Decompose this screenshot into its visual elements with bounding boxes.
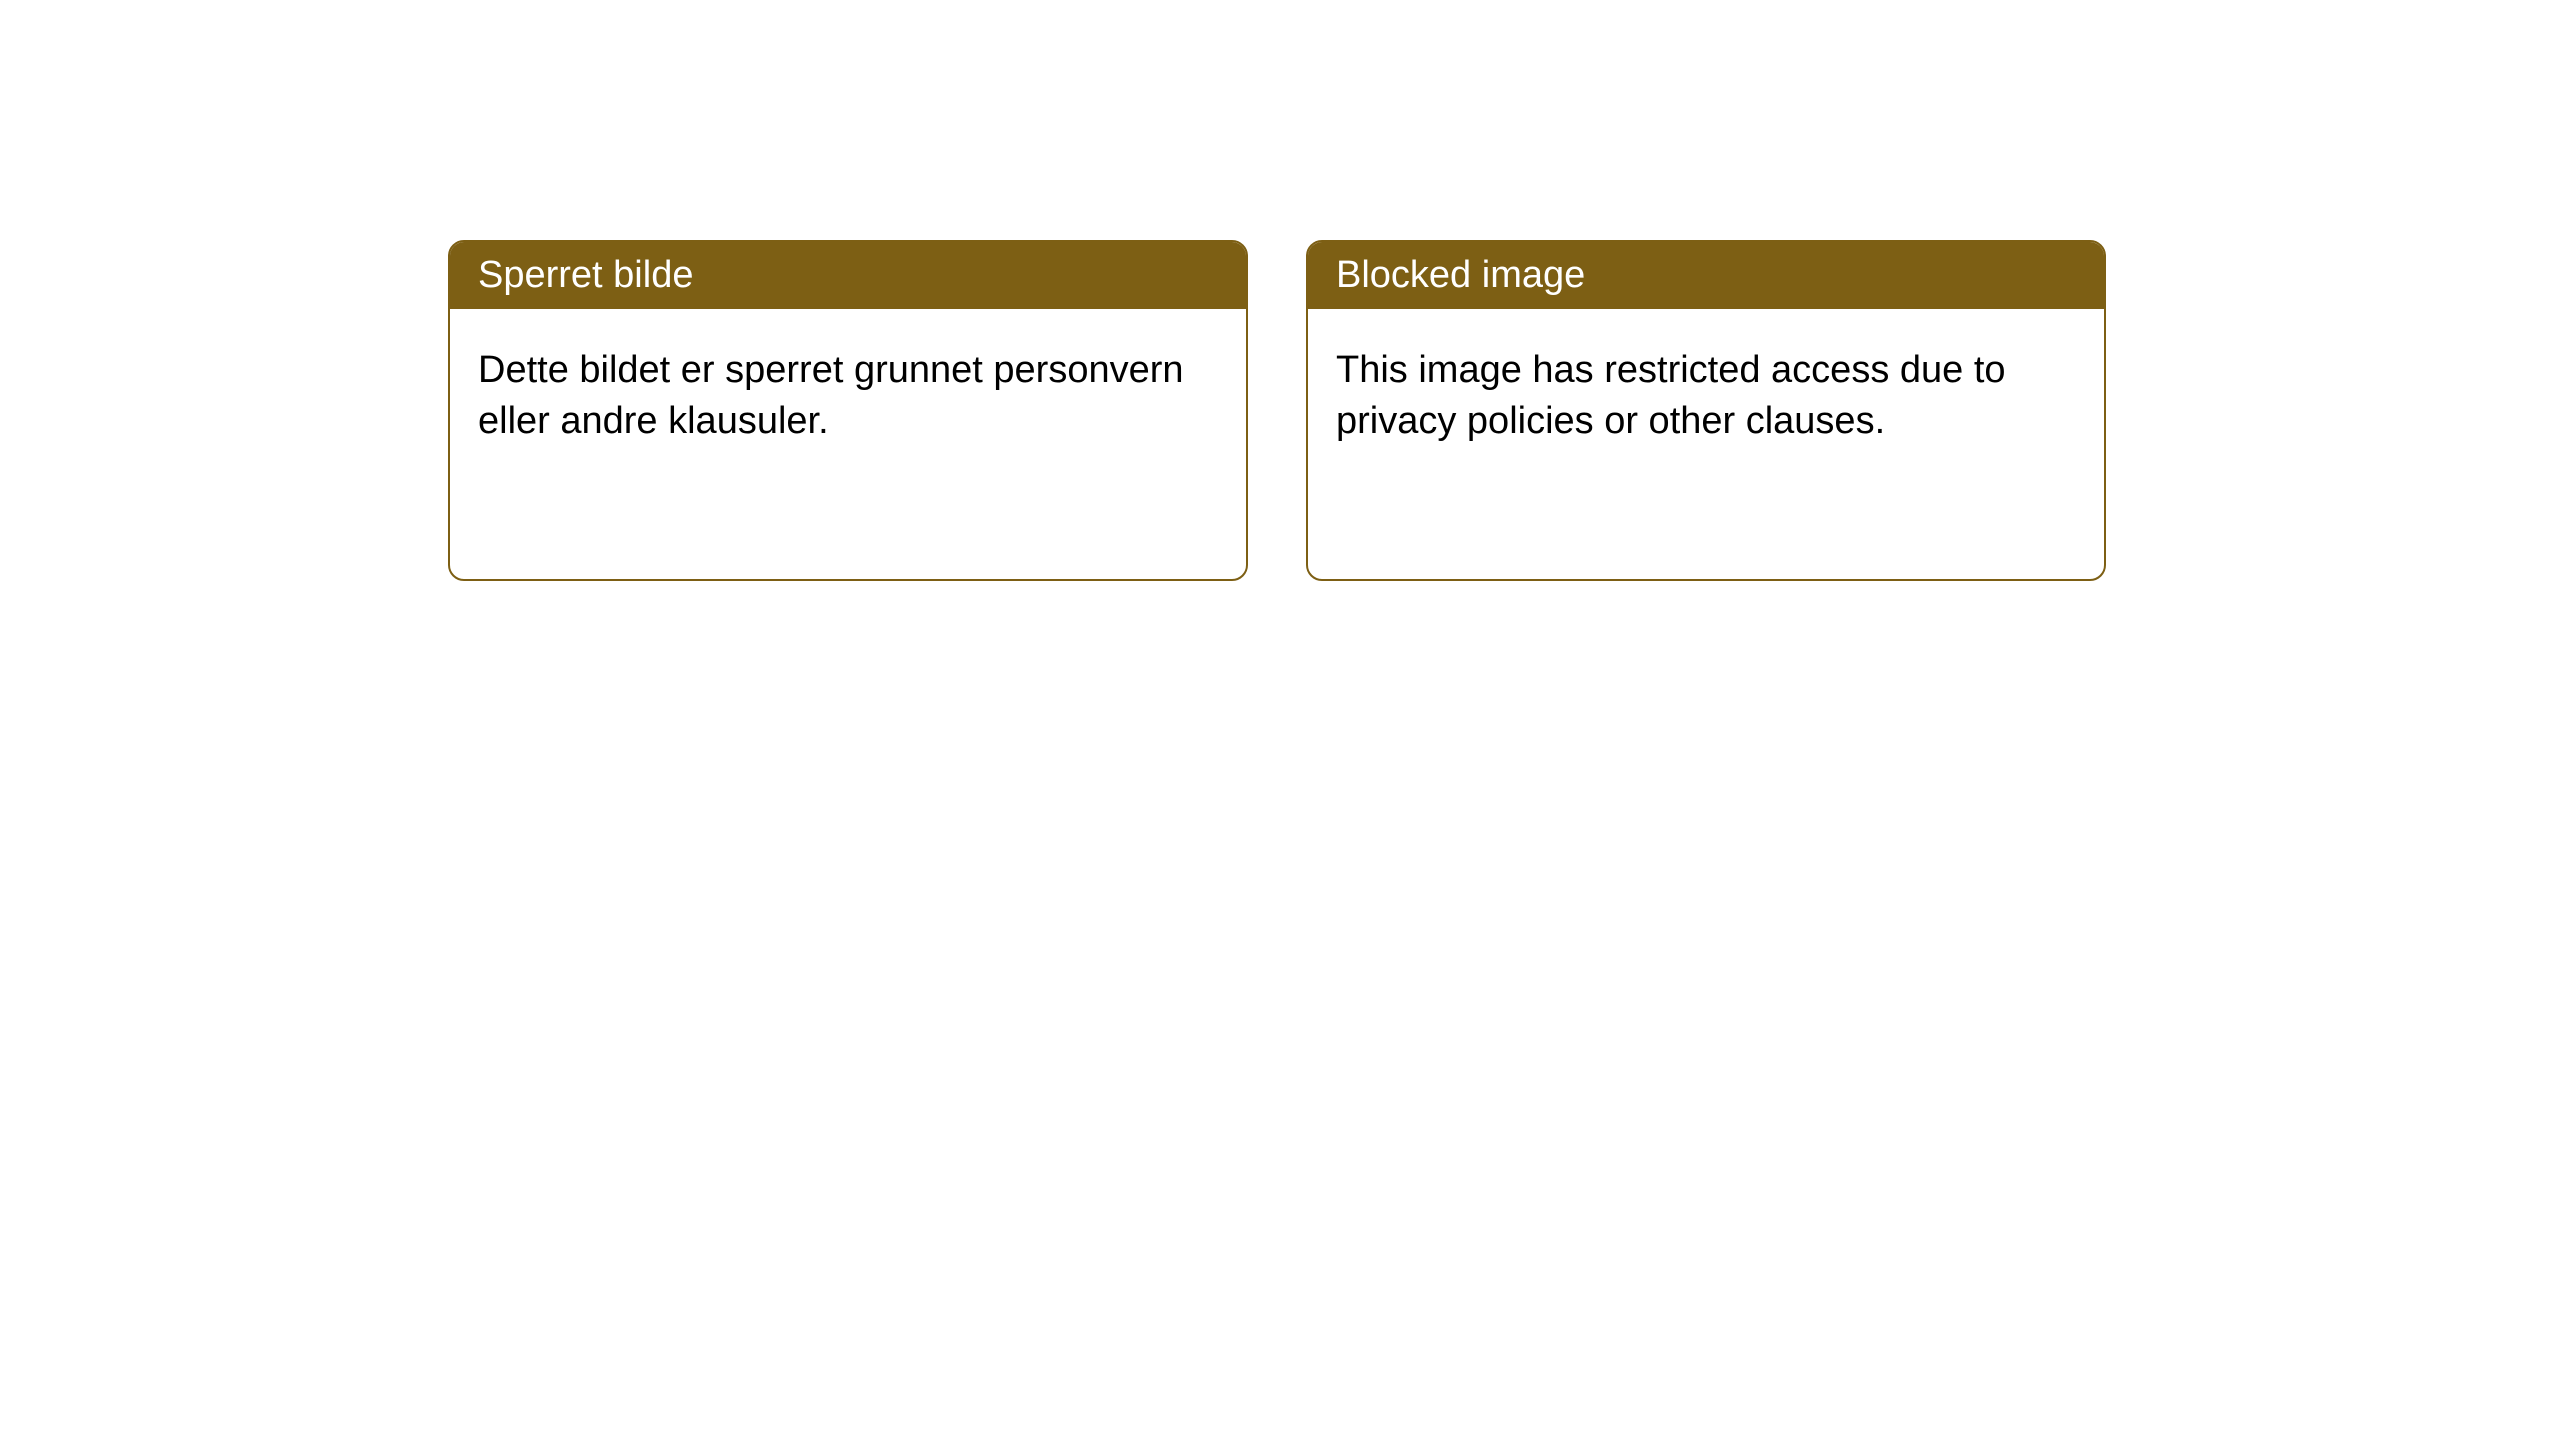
- card-title: Blocked image: [1336, 254, 1585, 296]
- card-body: This image has restricted access due to …: [1308, 309, 2104, 579]
- card-body-text: Dette bildet er sperret grunnet personve…: [478, 349, 1184, 442]
- card-body: Dette bildet er sperret grunnet personve…: [450, 309, 1246, 579]
- card-title: Sperret bilde: [478, 254, 693, 296]
- blocked-image-notice-container: Sperret bilde Dette bildet er sperret gr…: [448, 240, 2106, 581]
- blocked-image-card-no: Sperret bilde Dette bildet er sperret gr…: [448, 240, 1248, 581]
- card-header: Blocked image: [1308, 242, 2104, 309]
- card-header: Sperret bilde: [450, 242, 1246, 309]
- blocked-image-card-en: Blocked image This image has restricted …: [1306, 240, 2106, 581]
- card-body-text: This image has restricted access due to …: [1336, 349, 2006, 442]
